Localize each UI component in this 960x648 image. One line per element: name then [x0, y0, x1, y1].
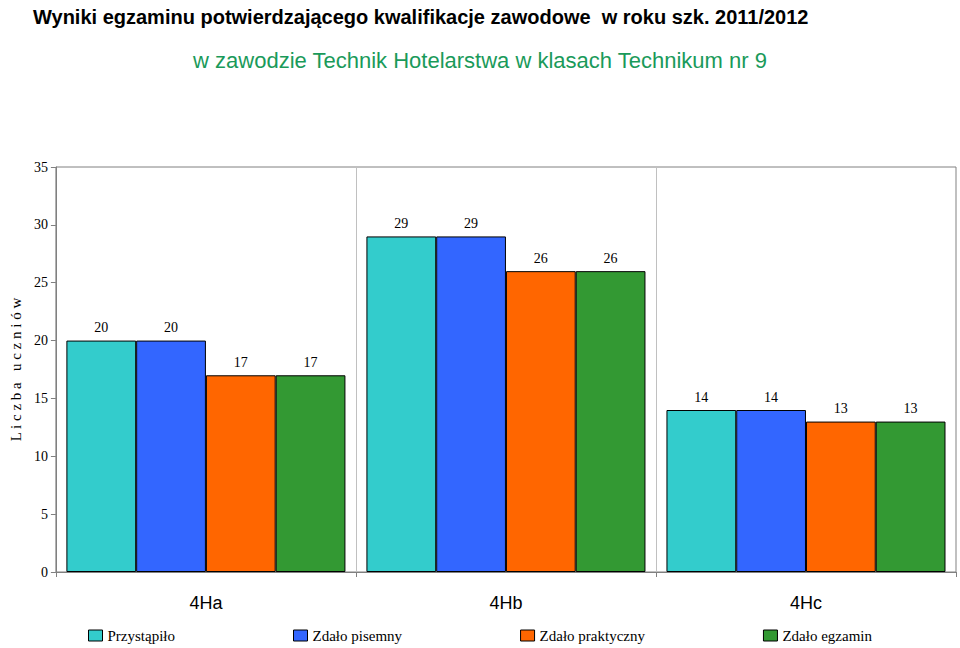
- svg-text:30: 30: [34, 217, 48, 232]
- svg-text:25: 25: [34, 275, 48, 290]
- svg-text:29: 29: [464, 216, 478, 231]
- svg-text:w zawodzie Technik Hotelarstwa: w zawodzie Technik Hotelarstwa w klasach…: [192, 48, 767, 73]
- svg-text:4Ha: 4Ha: [189, 593, 223, 613]
- svg-text:Zdało egzamin: Zdało egzamin: [782, 628, 872, 644]
- svg-text:Zdało praktyczny: Zdało praktyczny: [540, 628, 646, 644]
- svg-text:4Hc: 4Hc: [790, 593, 822, 613]
- svg-text:Zdało pisemny: Zdało pisemny: [313, 628, 403, 644]
- svg-text:29: 29: [394, 216, 408, 231]
- svg-text:20: 20: [34, 333, 48, 348]
- svg-text:14: 14: [764, 390, 778, 405]
- svg-text:14: 14: [694, 390, 708, 405]
- svg-text:0: 0: [41, 565, 48, 580]
- svg-text:26: 26: [604, 251, 618, 266]
- svg-text:5: 5: [41, 507, 48, 522]
- svg-text:26: 26: [534, 251, 548, 266]
- svg-text:Wyniki egzaminu potwierdzające: Wyniki egzaminu potwierdzającego kwalifi…: [33, 6, 808, 28]
- svg-text:15: 15: [34, 391, 48, 406]
- svg-text:17: 17: [304, 355, 318, 370]
- svg-text:13: 13: [834, 401, 848, 416]
- svg-text:Przystąpiło: Przystąpiło: [108, 628, 176, 644]
- svg-text:13: 13: [904, 401, 918, 416]
- svg-text:20: 20: [94, 320, 108, 335]
- svg-text:17: 17: [234, 355, 248, 370]
- svg-text:10: 10: [34, 449, 48, 464]
- svg-text:4Hb: 4Hb: [489, 593, 522, 613]
- svg-text:L i c z b a u c z n i ó w: L i c z b a u c z n i ó w: [8, 298, 24, 442]
- svg-text:20: 20: [164, 320, 178, 335]
- svg-text:35: 35: [34, 160, 48, 175]
